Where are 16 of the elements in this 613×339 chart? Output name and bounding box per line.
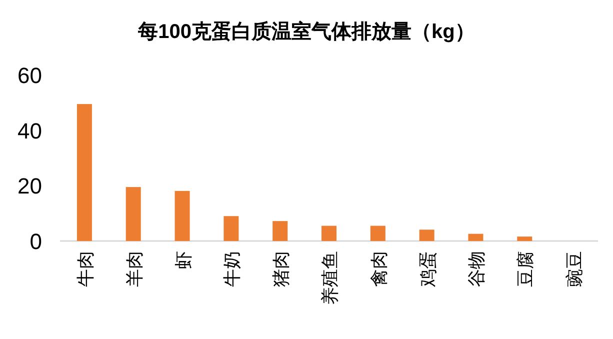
- x-tick-label: 虾: [173, 251, 194, 269]
- x-tick-label: 豌豆: [564, 251, 585, 287]
- x-tick-label: 谷物: [466, 251, 487, 287]
- x-tick-label: 猪肉: [271, 251, 292, 287]
- y-tick-label: 40: [18, 118, 42, 144]
- x-tick-label: 牛奶: [222, 251, 242, 287]
- x-tick-label: 豆腐: [516, 251, 536, 287]
- y-tick-label: 60: [18, 63, 42, 88]
- chart-title: 每100克蛋白质温室气体排放量（kg）: [137, 20, 475, 43]
- x-tick-label: 牛肉: [75, 251, 96, 287]
- x-tick-label: 羊肉: [124, 251, 144, 287]
- y-tick-label: 0: [30, 229, 42, 254]
- x-tick-label: 鸡蛋: [418, 251, 438, 288]
- x-tick-label: 养殖鱼: [320, 251, 340, 305]
- y-tick-label: 20: [18, 174, 42, 199]
- x-tick-label: 禽肉: [368, 251, 389, 287]
